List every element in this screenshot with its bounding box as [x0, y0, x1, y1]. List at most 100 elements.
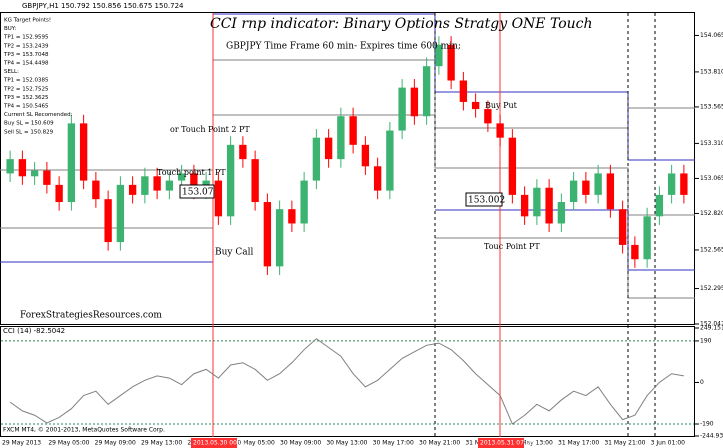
candle-body — [312, 137, 321, 181]
y-tick-label: 153.810 — [700, 68, 723, 75]
subtitle: GBPJPY Time Frame 60 min- Expires time 6… — [226, 42, 461, 52]
info-text: TP2 = 152.7525 — [3, 86, 49, 92]
candle-body — [153, 176, 161, 191]
candle-body — [165, 180, 174, 191]
x-highlight-label: 2013.05.31 07:00 — [480, 440, 534, 447]
candle-body — [361, 144, 370, 167]
candle-body — [557, 202, 566, 224]
y-tick-label: -244.9319 — [700, 433, 723, 440]
candle-body — [520, 194, 529, 217]
candle-body — [643, 216, 651, 260]
candle-body — [447, 44, 455, 81]
candle-body — [190, 173, 198, 191]
candle-body — [569, 180, 578, 203]
y-tick-label: 152.047 — [700, 321, 723, 328]
y-tick-label: 153.310 — [700, 140, 723, 147]
info-text: TP1 = 152.9595 — [3, 35, 49, 41]
x-tick-label: 29 May 13:00 — [141, 440, 182, 447]
candle-body — [288, 209, 296, 224]
x-tick-label: 31 May 13:00 — [512, 440, 553, 447]
y-tick-label: 152.295 — [700, 285, 723, 292]
x-tick-label: 30 May 13:00 — [326, 440, 367, 447]
candle-body — [471, 101, 480, 110]
annotation: Buy Call — [215, 248, 253, 258]
candle-body — [92, 180, 100, 200]
info-text: TP1 = 152.0385 — [3, 78, 49, 84]
y-tick-label: 152.820 — [700, 210, 723, 217]
cci-pane — [0, 326, 695, 437]
info-text: TP4 = 154.4498 — [3, 61, 49, 67]
candle-body — [422, 66, 431, 117]
info-text: TP3 = 153.7048 — [3, 52, 49, 58]
x-tick-label: 29 May 2013 — [2, 440, 41, 447]
candle-body — [398, 87, 406, 131]
candle-body — [484, 109, 492, 124]
chart-title: CCI rnp indicator: Binary Options Stratg… — [210, 16, 593, 32]
candle-body — [104, 199, 112, 243]
candle-body — [410, 87, 419, 117]
candle-body — [214, 180, 223, 217]
x-highlight-box — [478, 438, 524, 448]
candle-body — [533, 187, 541, 217]
candle-body — [251, 159, 259, 203]
y-tick-label: 0 — [700, 379, 704, 386]
x-highlight-label: 2013.05.30 00:00 — [193, 440, 247, 447]
candle-body — [680, 173, 688, 195]
candle-body — [618, 209, 627, 245]
candle-body — [496, 123, 504, 138]
annotation: 153.07 — [182, 188, 214, 198]
candle-body — [508, 137, 517, 195]
candle-body — [300, 180, 308, 224]
candle-body — [667, 173, 676, 195]
info-text: Buy SL = 150.609 — [4, 121, 54, 127]
candle-body — [116, 184, 125, 243]
candle-body — [177, 173, 186, 181]
x-tick-label: 3 Jun 01:00 — [651, 440, 685, 447]
x-tick-label: 30 May 17:00 — [373, 440, 414, 447]
cci-line — [9, 338, 684, 425]
candle-body — [30, 170, 39, 177]
info-panel: KG Target Points! BUY: TP1 = 152.9595 TP2 =… — [3, 18, 73, 136]
info-text: BUY: — [4, 26, 16, 32]
candle-body — [545, 187, 553, 224]
x-tick-label: 29 May 09:00 — [95, 440, 136, 447]
annotation: Touc Point PT — [484, 242, 540, 251]
watermark: ForexStrategiesResources.com — [20, 311, 162, 321]
info-text: KG Target Points! — [4, 18, 51, 24]
info-text: Current SL Recomended: — [4, 112, 73, 118]
annotation: Touch point 1 PT — [157, 168, 226, 177]
annotation: Buy Put — [485, 101, 518, 110]
x-tick-label: 31 May 17:00 — [558, 440, 599, 447]
info-text: TP2 = 153.2439 — [3, 43, 49, 49]
candle-body — [67, 123, 76, 203]
info-text: SELL: — [4, 69, 19, 75]
candle-body — [263, 202, 272, 267]
candle-body — [606, 173, 615, 210]
candle-body — [239, 144, 247, 160]
candle-body — [386, 130, 394, 191]
candle-body — [43, 170, 51, 185]
y-tick-label: 249.1518 — [700, 325, 723, 332]
price-label-box — [465, 192, 503, 207]
annotation: 153.002 — [468, 196, 505, 206]
candle-body — [141, 176, 149, 195]
annotation: or Touch Point 2 PT — [170, 125, 250, 134]
y-tick-label: 154.065 — [700, 32, 723, 39]
footer: FXCM MT4, © 2001-2013, MetaQuotes Softwa… — [3, 427, 165, 434]
x-highlight-box — [191, 438, 237, 448]
y-tick-label: 153.565 — [700, 103, 723, 110]
candle-body — [594, 173, 602, 195]
info-text: TP3 = 152.3625 — [3, 95, 49, 101]
candle-body — [275, 209, 284, 267]
info-text: Sell SL = 150.829 — [4, 129, 54, 135]
candle-body — [79, 123, 88, 181]
y-tick-label: -190 — [700, 420, 714, 427]
candle-body — [373, 166, 382, 191]
x-tick-label: 30 May 21:00 — [419, 440, 460, 447]
candle-body — [226, 144, 235, 217]
x-tick-label: 31 May 21:00 — [604, 440, 645, 447]
candle-body — [18, 159, 27, 177]
marks — [6, 36, 688, 275]
candle-body — [435, 44, 443, 67]
